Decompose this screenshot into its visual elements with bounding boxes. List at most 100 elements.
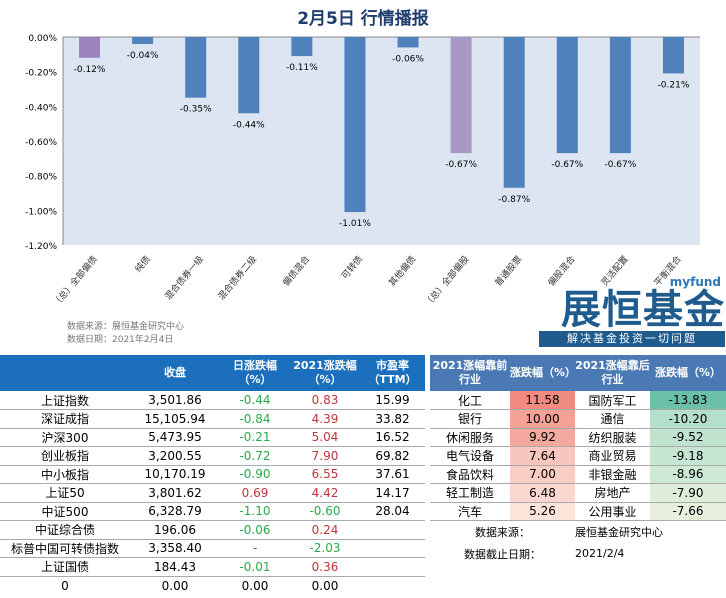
- table-cell: 通信: [575, 409, 650, 429]
- table-row: 中证综合债 196.06 -0.06 0.24: [0, 520, 425, 540]
- table-cell: 中证综合债: [0, 520, 130, 540]
- table-cell: 7.00: [510, 465, 575, 484]
- table-cell: -8.96: [650, 465, 726, 484]
- bar: [238, 37, 260, 114]
- bar-chart: 0.00% -0.20% -0.40% -0.60% -0.80% -1.00% -1.20…: [25, 34, 700, 309]
- table-cell: 11.58: [510, 391, 575, 410]
- table-row: 创业板指 3,200.55 -0.72 7.90 69.82: [0, 446, 425, 466]
- table-cell: 标普中国可转债指数: [0, 539, 130, 558]
- table-row: 上证50 3,801.62 0.69 4.42 14.17: [0, 483, 425, 503]
- table-cell: -2.03: [290, 539, 360, 558]
- table-cell: 0.00: [161, 578, 189, 593]
- table-cell: 0.00: [311, 578, 339, 593]
- table-cell: 3,801.62: [130, 483, 220, 503]
- x-tick-label: 可转债: [339, 253, 366, 281]
- x-tick-label: 普通股票: [492, 253, 524, 288]
- footer-label: 数据来源：: [475, 525, 530, 539]
- table-cell: -0.44: [220, 391, 290, 410]
- column-header: 日涨跌幅（%）: [220, 355, 290, 391]
- data-label: -0.12%: [74, 65, 106, 75]
- bar: [79, 37, 101, 58]
- table-cell: 37.61: [360, 465, 425, 484]
- table-cell: 上证指数: [0, 391, 130, 410]
- table-cell: 5.26: [510, 502, 575, 521]
- data-label: -0.21%: [658, 80, 690, 90]
- y-tick-label: -0.20%: [25, 69, 57, 79]
- table-cell: 9.92: [510, 428, 575, 447]
- data-label: -0.87%: [498, 195, 530, 205]
- x-tick-label: 纯债: [132, 253, 153, 275]
- column-header: 2021涨幅靠后行业: [575, 355, 650, 391]
- table-row: 标普中国可转债指数 3,358.40- -2.03: [0, 539, 425, 558]
- column-header: [0, 355, 130, 391]
- table-cell: -13.83: [650, 391, 726, 410]
- table-cell: 196.06: [130, 520, 220, 540]
- table-cell: -0.21: [220, 428, 290, 447]
- table-cell: 33.82: [360, 409, 425, 429]
- table-row: 汽车 5.26 公用事业 -7.66: [430, 502, 726, 521]
- bar: [344, 37, 366, 213]
- table-cell: [360, 576, 425, 595]
- x-tick-label: 混合债券一级: [162, 253, 206, 302]
- table-cell: 汽车: [430, 502, 510, 521]
- x-tick-label: （总）全部偏债: [50, 253, 100, 309]
- bar: [556, 37, 578, 154]
- bar: [185, 37, 207, 98]
- table-cell: 电气设备: [430, 446, 510, 466]
- table-cell: 化工: [430, 391, 510, 410]
- data-label: -0.67%: [551, 160, 583, 170]
- data-label: -0.44%: [233, 120, 265, 130]
- column-header: 收盘: [130, 355, 220, 391]
- column-header: 涨跌幅（%）: [510, 355, 576, 391]
- y-tick-label: 0.00%: [28, 34, 57, 44]
- table-cell: 6,328.79: [130, 502, 220, 521]
- table-cell: 69.82: [360, 446, 425, 466]
- table-cell: -0.84: [220, 409, 290, 429]
- table-cell: 4.39: [290, 409, 360, 429]
- column-header: 市盈率（TTM）: [360, 355, 425, 391]
- logo-slogan: 解决基金投资一切问题: [539, 331, 725, 347]
- table-row: 上证国债 184.43 -0.01 0.36: [0, 557, 425, 577]
- table-cell: 5.04: [290, 428, 360, 447]
- table-cell: [360, 539, 425, 558]
- table-cell: 沪深300: [0, 428, 130, 447]
- footer-label: 数据截止日期：: [464, 547, 541, 561]
- data-label: -1.01%: [339, 219, 371, 229]
- table-cell: 3,200.55: [130, 446, 220, 466]
- bar: [291, 37, 313, 57]
- data-label: -0.35%: [180, 105, 212, 115]
- table-cell: 创业板指: [0, 446, 130, 466]
- footer-value: 2021/2/4: [575, 547, 625, 560]
- table-cell: -1.10: [220, 502, 290, 521]
- table-cell: 16.52: [360, 428, 425, 447]
- table-cell: 7.90: [290, 446, 360, 466]
- table-cell: -9.52: [650, 428, 726, 447]
- y-tick-label: -1.20%: [25, 242, 57, 252]
- bar: [132, 37, 154, 44]
- column-header: 2021涨跌幅（%）: [290, 355, 360, 391]
- y-tick-label: -0.80%: [25, 173, 57, 183]
- table-cell: 上证50: [0, 483, 130, 503]
- table-cell: 184.43: [130, 557, 220, 577]
- bar: [609, 37, 631, 154]
- table-cell: [360, 557, 425, 577]
- table-cell: 3,501.86: [130, 391, 220, 410]
- table-cell: 上证国债: [0, 557, 130, 577]
- column-header: 2021涨幅靠前行业: [430, 355, 510, 391]
- table-cell: 0.24: [290, 520, 360, 540]
- table-cell: 纺织服装: [575, 428, 650, 447]
- data-label: -0.67%: [604, 160, 636, 170]
- table-cell: 5,473.95: [130, 428, 220, 447]
- table-cell: 4.42: [290, 483, 360, 503]
- table-row: 休闲服务 9.92 纺织服装 -9.52: [430, 428, 726, 447]
- y-tick-label: -0.60%: [25, 138, 57, 148]
- table-cell: 公用事业: [575, 502, 650, 521]
- table-cell: -0.01: [220, 557, 290, 577]
- table-row: 0 0.00 0.00 0.00: [0, 576, 425, 595]
- table-cell: 10,170.19: [130, 465, 220, 484]
- logo: myfund 展恒基金 解决基金投资一切问题: [535, 275, 725, 347]
- x-tick-label: 其他偏债: [386, 253, 418, 288]
- table-cell: 14.17: [360, 483, 425, 503]
- bar: [503, 37, 525, 188]
- table-cell: 0.00: [241, 578, 269, 593]
